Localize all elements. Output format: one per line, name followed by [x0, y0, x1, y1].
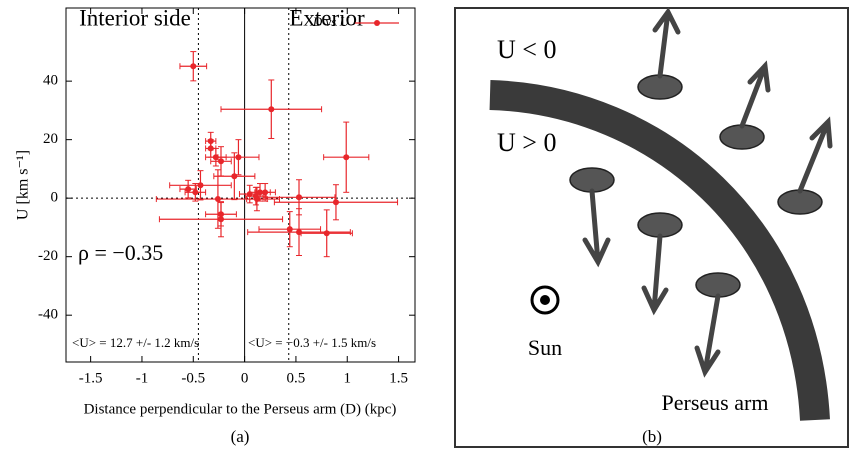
cloud: [777, 189, 823, 215]
caption: (b): [642, 427, 662, 446]
point: [197, 182, 204, 189]
point: [286, 226, 293, 233]
point: [296, 194, 303, 201]
diagram-label: Perseus arm: [662, 390, 769, 415]
point: [212, 154, 219, 161]
x-axis-label: Distance perpendicular to the Perseus ar…: [84, 401, 397, 417]
point: [262, 189, 269, 196]
arrow: [582, 188, 611, 268]
point: [343, 154, 350, 161]
point: [231, 173, 238, 180]
y-tick-label: -20: [38, 248, 58, 264]
region-label: Exterior: [289, 5, 365, 30]
annotation: <U> = −0.3 +/- 1.5 km/s: [248, 335, 376, 350]
x-tick-label: -0.5: [181, 370, 205, 386]
region-label: Interior side: [79, 5, 191, 30]
cloud: [695, 272, 741, 298]
point: [235, 154, 242, 161]
annotation: ρ = −0.35: [78, 240, 163, 265]
arrow: [694, 293, 721, 378]
caption: (a): [231, 427, 250, 446]
y-tick-label: 40: [43, 73, 58, 89]
x-tick-label: 0.5: [287, 370, 306, 386]
legend-label: D vs U: [312, 14, 351, 29]
diagram-label: Sun: [528, 335, 562, 360]
sun-symbol-dot: [540, 295, 550, 305]
point: [185, 186, 192, 193]
cloud: [637, 212, 683, 238]
point: [268, 106, 275, 113]
legend-marker: [374, 20, 380, 26]
point: [296, 229, 303, 236]
x-tick-label: 1: [344, 370, 352, 386]
diagram: U < 0 U > 0 Sun Perseus arm (b): [454, 7, 849, 448]
x-tick-label: 0: [241, 370, 249, 386]
y-tick-label: 0: [51, 190, 59, 206]
arrows: [582, 7, 833, 378]
cloud: [637, 74, 683, 100]
point: [217, 158, 224, 165]
point: [332, 199, 339, 206]
cloud: [719, 124, 765, 150]
x-tick-label: 1.5: [389, 370, 408, 386]
arrow: [641, 233, 669, 316]
perseus-arm: [489, 80, 830, 421]
annotation: <U> = 12.7 +/- 1.2 km/s: [72, 335, 199, 350]
point: [190, 63, 197, 70]
y-tick-label: 20: [43, 131, 58, 147]
arrow: [797, 116, 833, 194]
point: [207, 145, 214, 152]
arrow: [739, 60, 771, 129]
point: [217, 216, 224, 223]
diagram-frame: [454, 7, 849, 448]
x-tick-label: -1.5: [79, 370, 103, 386]
point: [253, 196, 260, 203]
cloud: [569, 167, 615, 193]
point: [214, 196, 221, 203]
y-axis-label: U [km s⁻¹]: [15, 150, 32, 220]
diagram-label: U > 0: [497, 128, 556, 157]
plot-frame: [65, 7, 416, 363]
diagram-label: U < 0: [497, 35, 556, 64]
x-tick-label: -1: [136, 370, 149, 386]
point: [192, 189, 199, 196]
y-tick-label: -40: [38, 307, 58, 323]
arrow: [652, 7, 681, 79]
point: [323, 230, 330, 237]
